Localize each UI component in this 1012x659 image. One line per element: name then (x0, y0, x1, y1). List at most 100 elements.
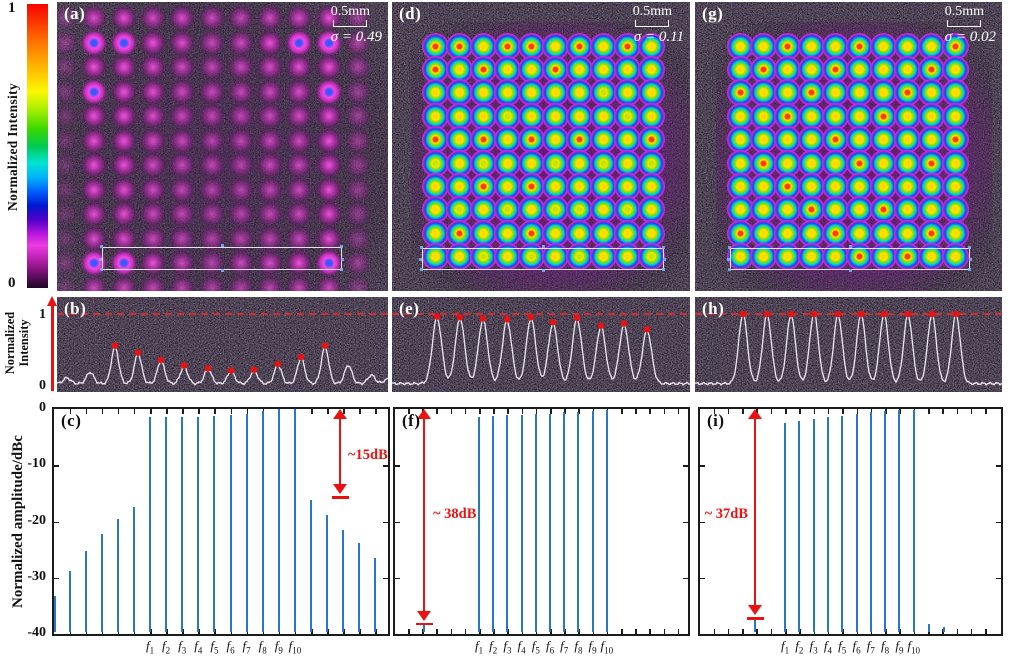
selection-handle (968, 246, 971, 249)
beam-spot (726, 102, 754, 130)
intensity-axis-arrow (51, 305, 55, 391)
panel-label-b: (b) (64, 299, 87, 318)
x-axis-tick (649, 409, 651, 414)
beam-spot (869, 243, 897, 271)
line-profile-panel-h: (h) (695, 297, 1002, 392)
x-axis-tick (166, 409, 168, 414)
beam-spot (169, 176, 196, 203)
beam-spot (315, 78, 342, 105)
beam-spot (638, 126, 666, 154)
beam-spot (57, 5, 78, 31)
beam-spot (941, 149, 969, 177)
annotation-cap (415, 622, 433, 626)
beam-spot (941, 102, 969, 130)
comb-line (54, 595, 56, 632)
beam-spot (286, 152, 313, 178)
beam-spot (421, 55, 449, 83)
beam-spot (542, 196, 569, 224)
beam-spot (445, 172, 473, 200)
spectrum-chart-f: (f) ~ 38dB (393, 407, 690, 636)
f-label: f9 (588, 638, 597, 656)
beam-spot (81, 29, 108, 56)
beam-spot (726, 126, 754, 154)
f-label: f9 (895, 638, 904, 656)
x-axis-tick (198, 409, 200, 414)
beam-spot (139, 152, 166, 178)
beam-spot (614, 79, 642, 107)
beam-spot (198, 5, 225, 31)
beam-spot (750, 243, 778, 271)
beam-spot (345, 78, 371, 105)
beam-spot (493, 126, 521, 154)
beam-spot (566, 55, 594, 83)
beam-spot (110, 152, 137, 178)
beam-spot (315, 29, 342, 56)
x-axis-tick (578, 409, 580, 414)
selection-handle (100, 245, 103, 248)
beam-spot (286, 103, 313, 129)
beam-spot (614, 32, 642, 60)
beam-spot (110, 127, 137, 154)
beam-spot (169, 152, 196, 178)
x-axis-tick (422, 629, 424, 634)
beam-spot (590, 79, 618, 107)
beam-spot (257, 103, 284, 129)
peak-marker (620, 320, 628, 327)
beam-spot (893, 102, 921, 130)
beam-spot (421, 126, 449, 154)
beam-spot (57, 54, 78, 80)
x-axis-tick (635, 629, 637, 634)
panel-label-f: (f) (402, 411, 421, 430)
y-axis-tick (395, 465, 400, 467)
f-label: f7 (560, 638, 569, 656)
beam-spot (469, 102, 497, 130)
panel-label-g: (g) (702, 4, 724, 23)
row-highlight-box (730, 248, 970, 270)
beam-spot (315, 250, 342, 276)
x-axis-tick (214, 409, 216, 414)
beam-spot (81, 103, 108, 129)
ytick-label: -10 (27, 456, 46, 472)
beam-spot (81, 176, 108, 203)
annotation-arrow-shaft (422, 417, 426, 612)
beam-spot (81, 5, 108, 31)
selection-handle (728, 246, 731, 249)
beam-spot (517, 126, 545, 154)
x-axis-tick (813, 409, 816, 414)
x-axis-tick (101, 409, 104, 414)
peak-marker (227, 367, 235, 374)
peak-marker (321, 342, 329, 349)
beam-spot (227, 201, 254, 227)
beam-spot (798, 32, 826, 60)
x-axis-tick (85, 409, 88, 414)
beam-spot (798, 55, 826, 83)
beam-spot (893, 243, 921, 271)
beam-spot (638, 243, 666, 271)
beam-spot (345, 29, 371, 56)
beam-spot (590, 126, 618, 154)
panel-label-d: (d) (399, 4, 422, 23)
beam-spot (774, 79, 802, 107)
line-profile-panel-e: (e) (392, 297, 690, 392)
x-axis-tick (970, 629, 973, 634)
beam-spot (81, 78, 108, 105)
beam-spot (822, 126, 850, 154)
f-label: f2 (162, 638, 171, 656)
beam-spot (774, 55, 802, 83)
beam-spot (774, 243, 802, 271)
beam-spot (110, 5, 137, 31)
beam-spot (139, 5, 166, 31)
scale-bar-bracket (333, 20, 368, 27)
beam-spot (81, 152, 108, 178)
x-axis-tick (150, 409, 152, 414)
beam-spot (257, 152, 284, 178)
beam-spot (493, 149, 521, 177)
comb-line (277, 409, 280, 632)
x-axis-tick (535, 409, 538, 414)
beam-spot (917, 79, 945, 107)
beam-spot (614, 196, 642, 224)
line-profile-panel-b: (b) (57, 297, 388, 392)
peak-marker (157, 356, 165, 364)
beam-spot (798, 172, 826, 200)
f-label: f3 (178, 638, 187, 656)
